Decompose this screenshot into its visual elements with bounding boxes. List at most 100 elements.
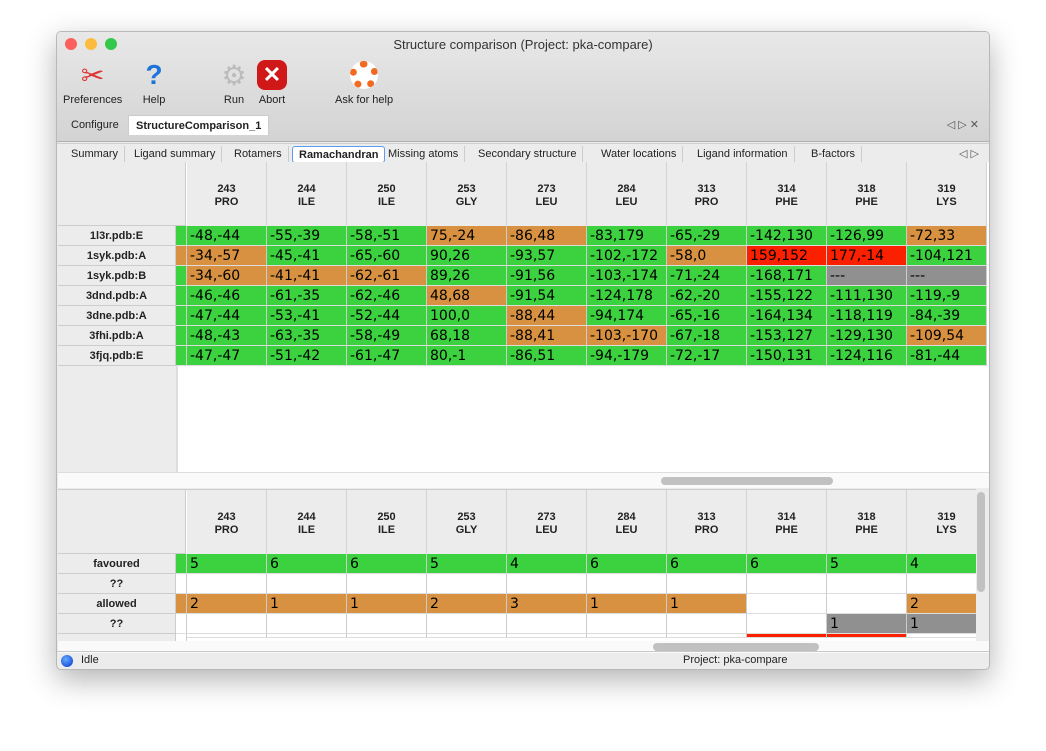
- column-header[interactable]: 273 LEU: [507, 490, 587, 554]
- table-cell[interactable]: -58,0: [667, 246, 747, 266]
- summary-cell[interactable]: [747, 614, 827, 634]
- tab-configure[interactable]: Configure: [71, 119, 119, 131]
- row-label[interactable]: 3dne.pdb:A: [58, 306, 176, 326]
- summary-cell[interactable]: [587, 574, 667, 594]
- table-cell[interactable]: -164,134: [747, 306, 827, 326]
- subtab-ligand-summary[interactable]: Ligand summary: [128, 146, 223, 163]
- column-header[interactable]: 284 LEU: [587, 162, 667, 226]
- summary-cell[interactable]: [507, 634, 587, 638]
- table-cell[interactable]: -111,130: [827, 286, 907, 306]
- table-cell[interactable]: -62,-61: [347, 266, 427, 286]
- table-cell[interactable]: -124,178: [587, 286, 667, 306]
- tab-structure-comparison[interactable]: StructureComparison_1: [128, 115, 270, 135]
- table-cell[interactable]: -34,-60: [187, 266, 267, 286]
- top-scrollbar-thumb[interactable]: [661, 477, 833, 485]
- column-header[interactable]: 250 ILE: [347, 490, 427, 554]
- table-cell[interactable]: -62,-20: [667, 286, 747, 306]
- summary-cell[interactable]: [587, 614, 667, 634]
- table-cell[interactable]: -129,130: [827, 326, 907, 346]
- top-scrollbar-track[interactable]: [58, 472, 989, 488]
- row-label[interactable]: 3fjq.pdb:E: [58, 346, 176, 366]
- summary-cell[interactable]: 6: [667, 554, 747, 574]
- table-cell[interactable]: 90,26: [427, 246, 507, 266]
- table-cell[interactable]: -61,-47: [347, 346, 427, 366]
- bottom-scrollbar-track[interactable]: [58, 641, 989, 653]
- summary-cell[interactable]: 1: [587, 594, 667, 614]
- row-label[interactable]: allowed: [58, 594, 176, 614]
- column-header[interactable]: 273 LEU: [507, 162, 587, 226]
- table-cell[interactable]: -168,171: [747, 266, 827, 286]
- summary-cell[interactable]: [827, 634, 907, 638]
- table-cell[interactable]: -88,41: [507, 326, 587, 346]
- summary-cell[interactable]: 6: [347, 554, 427, 574]
- run-button[interactable]: ⚙ Run: [217, 58, 251, 107]
- row-label[interactable]: 1l3r.pdb:E: [58, 226, 176, 246]
- subtab-ramachandran[interactable]: Ramachandran: [292, 146, 386, 163]
- summary-cell[interactable]: [507, 614, 587, 634]
- summary-cell[interactable]: [907, 574, 976, 594]
- summary-cell[interactable]: [507, 574, 587, 594]
- summary-cell[interactable]: [427, 614, 507, 634]
- table-cell[interactable]: 177,-14: [827, 246, 907, 266]
- table-cell[interactable]: -48,-43: [187, 326, 267, 346]
- table-cell[interactable]: -48,-44: [187, 226, 267, 246]
- column-header[interactable]: 314 PHE: [747, 490, 827, 554]
- table-cell[interactable]: -155,122: [747, 286, 827, 306]
- table-cell[interactable]: 48,68: [427, 286, 507, 306]
- table-cell[interactable]: -94,-179: [587, 346, 667, 366]
- table-cell[interactable]: 80,-1: [427, 346, 507, 366]
- subtab-water-locations[interactable]: Water locations: [595, 146, 684, 163]
- subtab-rotamers[interactable]: Rotamers: [228, 146, 289, 163]
- help-button[interactable]: ? Help: [137, 58, 171, 106]
- row-label[interactable]: ??: [58, 574, 176, 594]
- summary-cell[interactable]: [427, 634, 507, 638]
- subtab-secondary-structure[interactable]: Secondary structure: [472, 146, 584, 163]
- table-cell[interactable]: -84,-39: [907, 306, 987, 326]
- summary-cell[interactable]: 2: [907, 594, 976, 614]
- summary-cell[interactable]: 6: [267, 554, 347, 574]
- column-header[interactable]: 318 PHE: [827, 490, 907, 554]
- table-cell[interactable]: 100,0: [427, 306, 507, 326]
- table-cell[interactable]: 159,152: [747, 246, 827, 266]
- column-header[interactable]: 253 GLY: [427, 162, 507, 226]
- table-cell[interactable]: -65,-60: [347, 246, 427, 266]
- table-cell[interactable]: -67,-18: [667, 326, 747, 346]
- preferences-button[interactable]: ✂ Preferences: [63, 58, 122, 107]
- column-header[interactable]: 319 LYS: [907, 490, 976, 554]
- summary-cell[interactable]: [667, 574, 747, 594]
- table-cell[interactable]: -65,-29: [667, 226, 747, 246]
- column-header[interactable]: 318 PHE: [827, 162, 907, 226]
- table-cell[interactable]: 68,18: [427, 326, 507, 346]
- table-cell[interactable]: -58,-49: [347, 326, 427, 346]
- summary-cell[interactable]: [427, 574, 507, 594]
- summary-cell[interactable]: 1: [667, 594, 747, 614]
- table-cell[interactable]: -62,-46: [347, 286, 427, 306]
- table-cell[interactable]: -71,-24: [667, 266, 747, 286]
- subtab-b-factors[interactable]: B-factors: [805, 146, 863, 163]
- summary-cell[interactable]: [267, 574, 347, 594]
- row-label[interactable]: [58, 634, 176, 641]
- summary-cell[interactable]: [667, 634, 747, 638]
- table-cell[interactable]: -86,48: [507, 226, 587, 246]
- summary-cell[interactable]: [187, 634, 267, 638]
- table-cell[interactable]: -118,119: [827, 306, 907, 326]
- column-header[interactable]: 253 GLY: [427, 490, 507, 554]
- table-cell[interactable]: -104,121: [907, 246, 987, 266]
- summary-cell[interactable]: 6: [747, 554, 827, 574]
- summary-cell[interactable]: [827, 574, 907, 594]
- summary-cell[interactable]: [587, 634, 667, 638]
- summary-cell[interactable]: 4: [907, 554, 976, 574]
- summary-cell[interactable]: [747, 574, 827, 594]
- row-label[interactable]: 3dnd.pdb:A: [58, 286, 176, 306]
- table-cell[interactable]: -94,174: [587, 306, 667, 326]
- table-cell[interactable]: -65,-16: [667, 306, 747, 326]
- table-cell[interactable]: -88,44: [507, 306, 587, 326]
- summary-cell[interactable]: 5: [427, 554, 507, 574]
- summary-cell[interactable]: [827, 594, 907, 614]
- summary-cell[interactable]: 2: [187, 594, 267, 614]
- summary-cell[interactable]: [347, 574, 427, 594]
- summary-cell[interactable]: [267, 614, 347, 634]
- table-cell[interactable]: -72,-17: [667, 346, 747, 366]
- close-window-button[interactable]: [65, 38, 77, 50]
- table-cell[interactable]: -46,-46: [187, 286, 267, 306]
